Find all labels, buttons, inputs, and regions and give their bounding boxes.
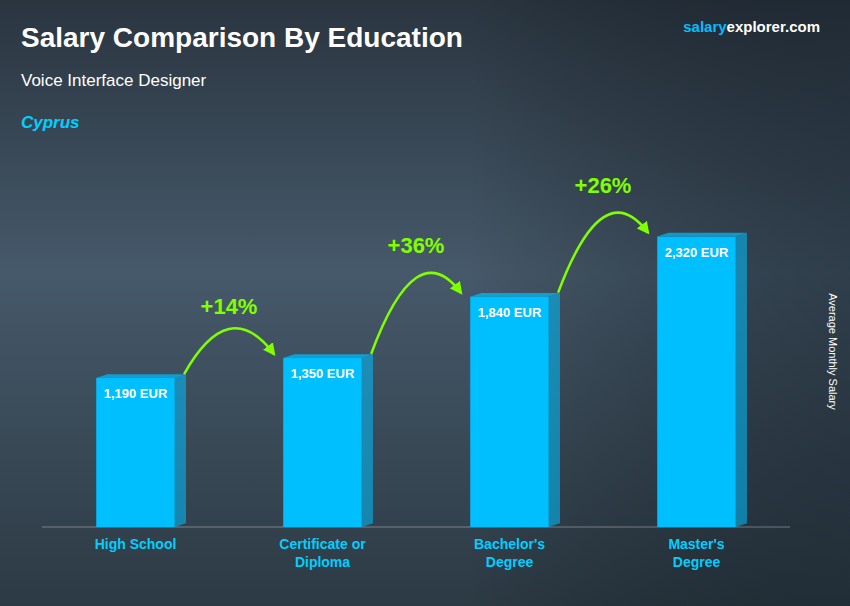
bar-top — [96, 374, 186, 378]
x-tick-label-line: Degree — [486, 554, 534, 570]
bar-side — [736, 233, 747, 527]
change-arrow — [558, 213, 648, 293]
x-tick-label: High School — [95, 536, 177, 552]
bar-top — [470, 293, 560, 297]
x-tick-label: Bachelor's Degree — [474, 536, 545, 570]
x-tick-label-line: Degree — [673, 554, 721, 570]
change-label: +14% — [201, 294, 258, 319]
change-label: +26% — [575, 173, 632, 198]
value-label: 1,350 EUR — [291, 366, 355, 381]
brand-part: salary — [683, 18, 727, 35]
x-tick-label: Master's Degree — [668, 536, 724, 570]
bar-top — [657, 233, 747, 237]
bar — [657, 237, 736, 527]
change-label: +36% — [388, 233, 445, 258]
background-shade — [0, 0, 850, 606]
chart: 1,190 EUR 1,350 EUR 1,840 EUR 2,320 EUR +14%… — [0, 0, 850, 606]
bar-side — [549, 293, 560, 527]
brand-part: explorer.com — [727, 18, 820, 35]
subtitle: Voice Interface Designer — [21, 71, 207, 90]
x-tick-label-line: Master's — [668, 536, 724, 552]
bar-side — [175, 374, 186, 527]
x-tick-label-line: Bachelor's — [474, 536, 545, 552]
change-arrow — [371, 273, 461, 354]
x-tick-label-line: Certificate or — [279, 536, 366, 552]
x-tick-label-line: Diploma — [295, 554, 350, 570]
bar — [96, 378, 175, 527]
x-tick-label: Certificate or Diploma — [279, 536, 366, 570]
bar — [283, 358, 362, 527]
country: Cyprus — [21, 113, 80, 132]
bar-top — [283, 354, 373, 358]
bar — [470, 297, 549, 527]
x-tick-label-line: High School — [95, 536, 177, 552]
y-axis-label: Average Monthly Salary — [827, 293, 839, 410]
brand: salaryexplorer.com — [683, 18, 820, 35]
value-label: 1,840 EUR — [478, 305, 542, 320]
value-label: 1,190 EUR — [104, 386, 168, 401]
value-label: 2,320 EUR — [665, 245, 729, 260]
background — [0, 0, 850, 606]
change-arrow — [184, 328, 274, 374]
bar-side — [362, 354, 373, 527]
bars — [96, 233, 747, 527]
title: Salary Comparison By Education — [21, 22, 463, 53]
